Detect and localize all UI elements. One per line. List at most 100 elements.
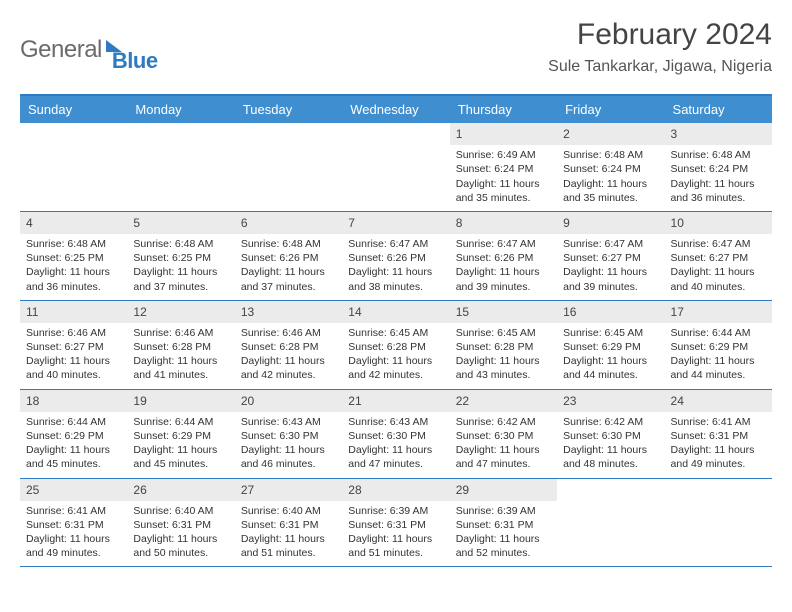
- day-info-line: and 43 minutes.: [456, 368, 551, 382]
- day-info-line: Daylight: 11 hours: [241, 265, 336, 279]
- day-info-line: Daylight: 11 hours: [671, 354, 766, 368]
- day-body: Sunrise: 6:48 AMSunset: 6:25 PMDaylight:…: [20, 234, 127, 300]
- day-info-line: and 45 minutes.: [133, 457, 228, 471]
- day-body: Sunrise: 6:43 AMSunset: 6:30 PMDaylight:…: [235, 412, 342, 478]
- day-info-line: Sunset: 6:29 PM: [671, 340, 766, 354]
- day-info-line: Sunset: 6:31 PM: [133, 518, 228, 532]
- day-info-line: and 41 minutes.: [133, 368, 228, 382]
- day-cell: 27Sunrise: 6:40 AMSunset: 6:31 PMDayligh…: [235, 479, 342, 567]
- day-cell: 15Sunrise: 6:45 AMSunset: 6:28 PMDayligh…: [450, 301, 557, 389]
- day-info-line: and 50 minutes.: [133, 546, 228, 560]
- day-info-line: Sunset: 6:25 PM: [133, 251, 228, 265]
- day-info-line: Sunset: 6:26 PM: [348, 251, 443, 265]
- day-info-line: Sunrise: 6:47 AM: [671, 237, 766, 251]
- day-info-line: and 51 minutes.: [241, 546, 336, 560]
- day-info-line: Sunrise: 6:48 AM: [26, 237, 121, 251]
- day-info-line: Sunrise: 6:44 AM: [671, 326, 766, 340]
- day-info-line: Daylight: 11 hours: [241, 354, 336, 368]
- day-info-line: Daylight: 11 hours: [671, 443, 766, 457]
- day-body: Sunrise: 6:45 AMSunset: 6:29 PMDaylight:…: [557, 323, 664, 389]
- day-info-line: Sunset: 6:28 PM: [456, 340, 551, 354]
- day-number: 2: [557, 123, 664, 145]
- day-header-wednesday: Wednesday: [342, 96, 449, 123]
- day-body: Sunrise: 6:40 AMSunset: 6:31 PMDaylight:…: [127, 501, 234, 567]
- day-info-line: Sunrise: 6:39 AM: [456, 504, 551, 518]
- day-info-line: Sunrise: 6:44 AM: [26, 415, 121, 429]
- logo: General Blue: [20, 18, 158, 74]
- day-info-line: Daylight: 11 hours: [671, 265, 766, 279]
- day-header-thursday: Thursday: [450, 96, 557, 123]
- day-cell: 13Sunrise: 6:46 AMSunset: 6:28 PMDayligh…: [235, 301, 342, 389]
- day-body: Sunrise: 6:44 AMSunset: 6:29 PMDaylight:…: [20, 412, 127, 478]
- day-info-line: Sunrise: 6:49 AM: [456, 148, 551, 162]
- day-info-line: Sunset: 6:28 PM: [348, 340, 443, 354]
- weeks-container: 1Sunrise: 6:49 AMSunset: 6:24 PMDaylight…: [20, 123, 772, 567]
- day-info-line: Sunrise: 6:47 AM: [348, 237, 443, 251]
- location-text: Sule Tankarkar, Jigawa, Nigeria: [548, 58, 772, 76]
- day-cell: 12Sunrise: 6:46 AMSunset: 6:28 PMDayligh…: [127, 301, 234, 389]
- day-number: 16: [557, 301, 664, 323]
- day-info-line: Sunrise: 6:47 AM: [456, 237, 551, 251]
- week-row: 11Sunrise: 6:46 AMSunset: 6:27 PMDayligh…: [20, 301, 772, 390]
- day-body: Sunrise: 6:45 AMSunset: 6:28 PMDaylight:…: [342, 323, 449, 389]
- day-body: Sunrise: 6:46 AMSunset: 6:28 PMDaylight:…: [127, 323, 234, 389]
- day-info-line: Daylight: 11 hours: [456, 532, 551, 546]
- day-info-line: Sunset: 6:28 PM: [241, 340, 336, 354]
- day-cell: [235, 123, 342, 211]
- day-number: 22: [450, 390, 557, 412]
- day-body: Sunrise: 6:48 AMSunset: 6:24 PMDaylight:…: [665, 145, 772, 211]
- day-info-line: Sunrise: 6:42 AM: [456, 415, 551, 429]
- day-body: Sunrise: 6:46 AMSunset: 6:27 PMDaylight:…: [20, 323, 127, 389]
- day-info-line: and 48 minutes.: [563, 457, 658, 471]
- day-info-line: Sunset: 6:29 PM: [563, 340, 658, 354]
- day-body: Sunrise: 6:42 AMSunset: 6:30 PMDaylight:…: [557, 412, 664, 478]
- day-cell: 23Sunrise: 6:42 AMSunset: 6:30 PMDayligh…: [557, 390, 664, 478]
- day-header-saturday: Saturday: [665, 96, 772, 123]
- day-info-line: Daylight: 11 hours: [26, 443, 121, 457]
- day-cell: 3Sunrise: 6:48 AMSunset: 6:24 PMDaylight…: [665, 123, 772, 211]
- day-info-line: Sunset: 6:29 PM: [133, 429, 228, 443]
- day-info-line: Sunset: 6:24 PM: [671, 162, 766, 176]
- day-info-line: and 47 minutes.: [456, 457, 551, 471]
- day-info-line: Daylight: 11 hours: [563, 177, 658, 191]
- day-info-line: Daylight: 11 hours: [456, 265, 551, 279]
- day-header-sunday: Sunday: [20, 96, 127, 123]
- day-info-line: Daylight: 11 hours: [563, 443, 658, 457]
- day-number: 29: [450, 479, 557, 501]
- day-info-line: Daylight: 11 hours: [348, 532, 443, 546]
- day-number: 21: [342, 390, 449, 412]
- day-info-line: and 45 minutes.: [26, 457, 121, 471]
- day-cell: 19Sunrise: 6:44 AMSunset: 6:29 PMDayligh…: [127, 390, 234, 478]
- title-block: February 2024 Sule Tankarkar, Jigawa, Ni…: [548, 18, 772, 76]
- day-info-line: Sunset: 6:27 PM: [671, 251, 766, 265]
- day-number: 12: [127, 301, 234, 323]
- day-info-line: Sunset: 6:31 PM: [241, 518, 336, 532]
- day-number: 1: [450, 123, 557, 145]
- day-info-line: Sunset: 6:30 PM: [563, 429, 658, 443]
- day-cell: 25Sunrise: 6:41 AMSunset: 6:31 PMDayligh…: [20, 479, 127, 567]
- day-body: Sunrise: 6:47 AMSunset: 6:27 PMDaylight:…: [557, 234, 664, 300]
- day-info-line: Sunrise: 6:42 AM: [563, 415, 658, 429]
- day-info-line: Sunrise: 6:48 AM: [671, 148, 766, 162]
- day-info-line: Sunset: 6:30 PM: [456, 429, 551, 443]
- day-info-line: Daylight: 11 hours: [456, 443, 551, 457]
- day-info-line: Daylight: 11 hours: [348, 265, 443, 279]
- day-info-line: Daylight: 11 hours: [133, 265, 228, 279]
- day-info-line: Sunrise: 6:45 AM: [563, 326, 658, 340]
- day-info-line: Sunset: 6:31 PM: [348, 518, 443, 532]
- day-info-line: Sunrise: 6:39 AM: [348, 504, 443, 518]
- day-header-tuesday: Tuesday: [235, 96, 342, 123]
- logo-text-general: General: [20, 36, 102, 64]
- day-body: Sunrise: 6:48 AMSunset: 6:24 PMDaylight:…: [557, 145, 664, 211]
- day-info-line: Sunrise: 6:46 AM: [26, 326, 121, 340]
- day-info-line: Sunrise: 6:41 AM: [26, 504, 121, 518]
- day-info-line: Sunset: 6:27 PM: [26, 340, 121, 354]
- day-header-row: Sunday Monday Tuesday Wednesday Thursday…: [20, 96, 772, 123]
- day-info-line: Daylight: 11 hours: [671, 177, 766, 191]
- week-row: 4Sunrise: 6:48 AMSunset: 6:25 PMDaylight…: [20, 212, 772, 301]
- day-number: 24: [665, 390, 772, 412]
- day-info-line: Sunset: 6:26 PM: [241, 251, 336, 265]
- day-body: Sunrise: 6:43 AMSunset: 6:30 PMDaylight:…: [342, 412, 449, 478]
- day-info-line: Sunset: 6:24 PM: [456, 162, 551, 176]
- day-body: Sunrise: 6:48 AMSunset: 6:26 PMDaylight:…: [235, 234, 342, 300]
